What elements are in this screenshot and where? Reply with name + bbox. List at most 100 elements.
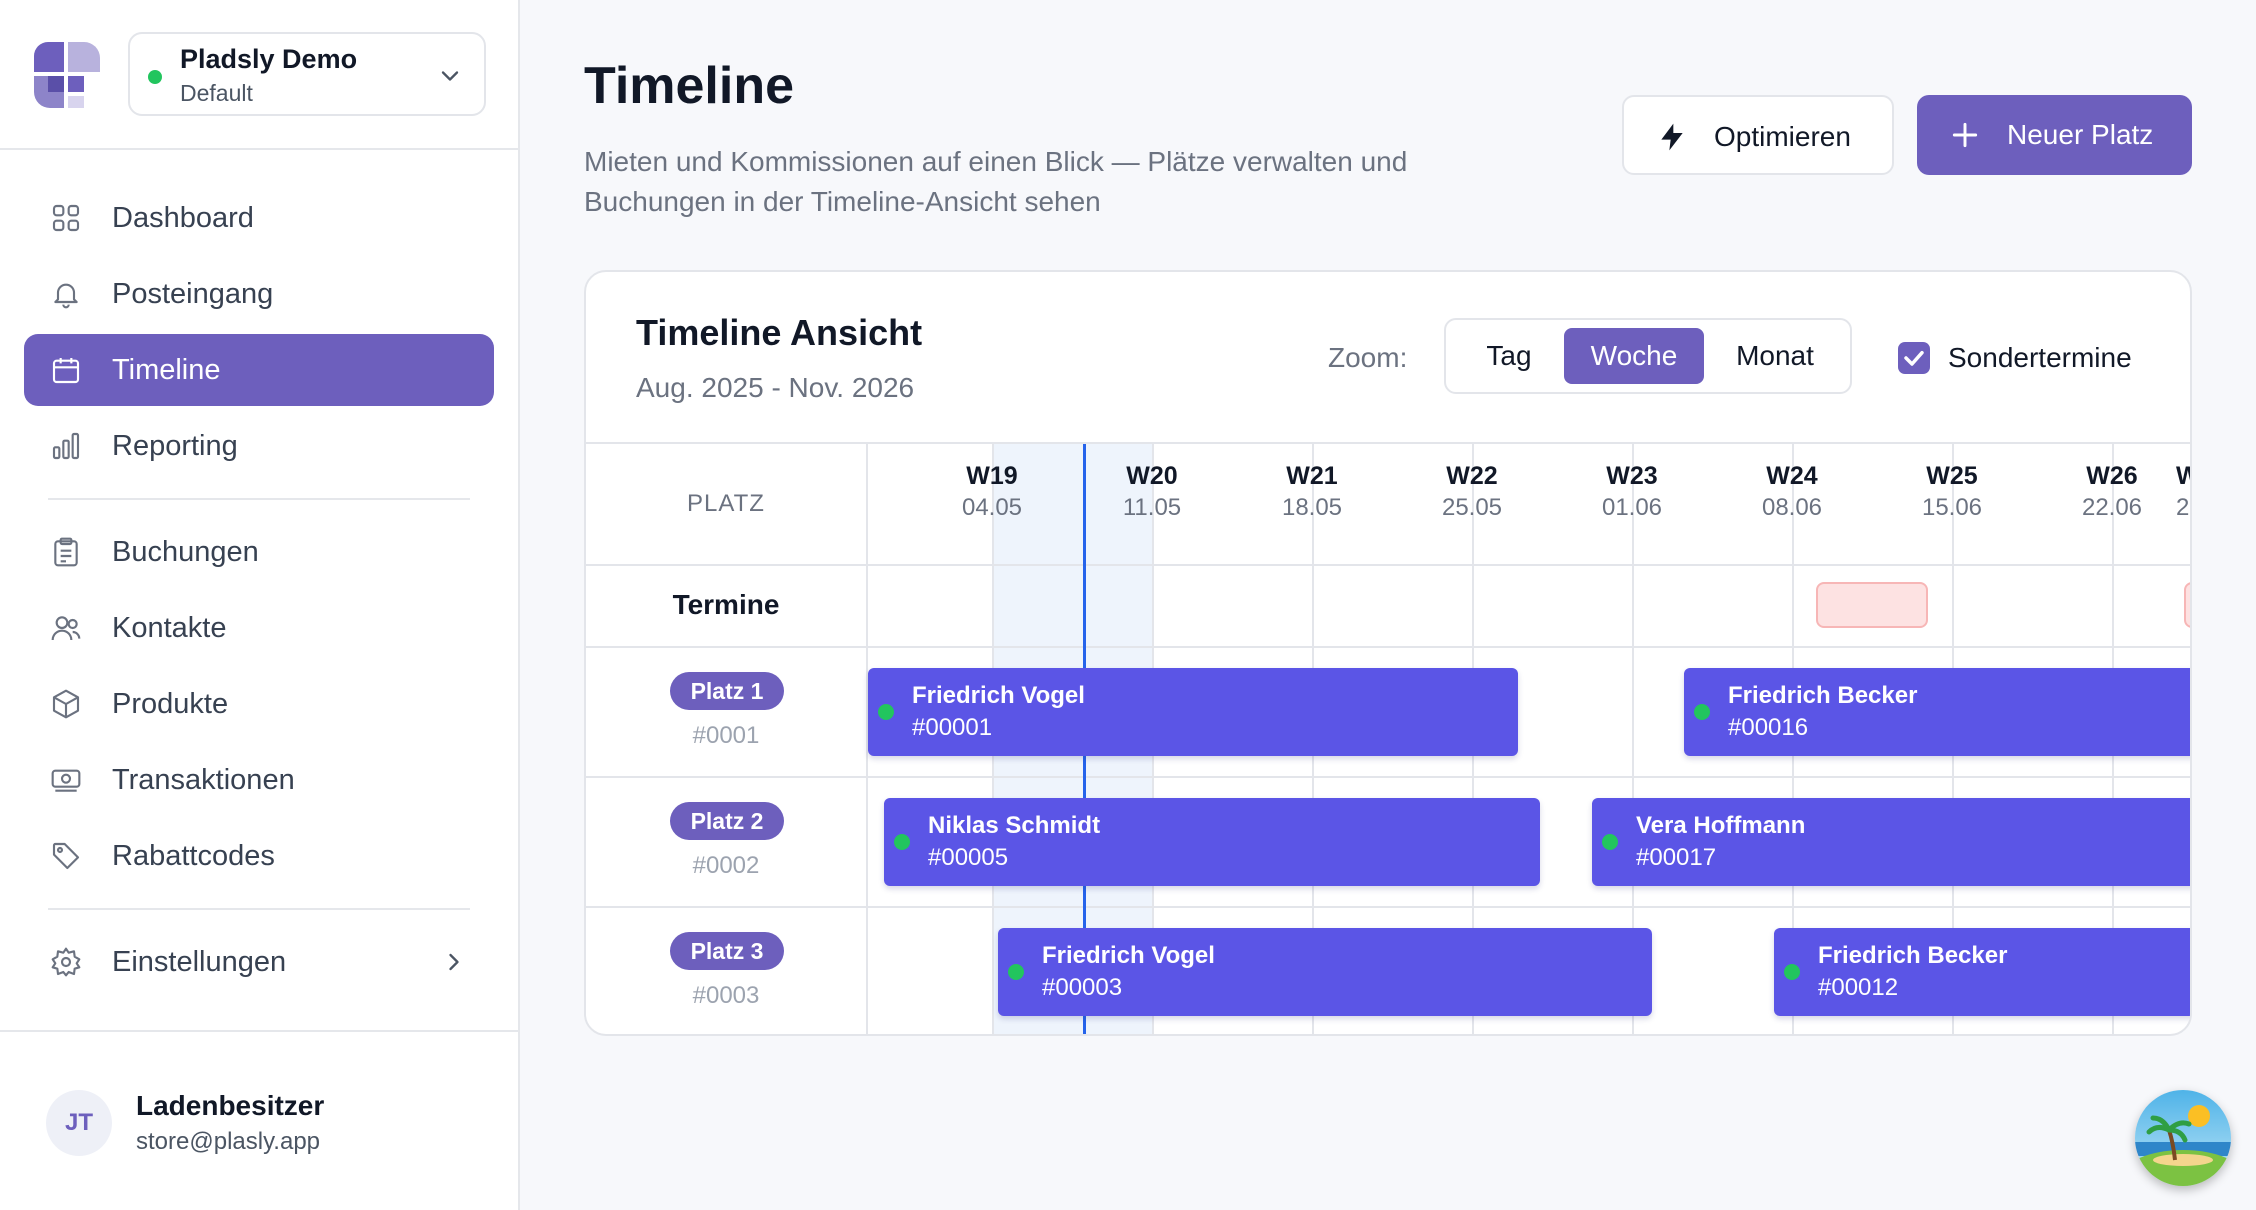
week-date: 22.06 <box>2081 494 2143 521</box>
grid-line <box>586 906 2190 908</box>
sidebar-item-reporting[interactable]: Reporting <box>24 410 494 482</box>
sidebar-item-rabattcodes[interactable]: Rabattcodes <box>24 820 494 892</box>
platz-row-2[interactable]: Platz 2 #0002 <box>586 778 866 908</box>
week-date: 08.06 <box>1761 494 1823 521</box>
termin-marker[interactable] <box>1816 582 1928 628</box>
zoom-segmented-control: Tag Woche Monat <box>1444 318 1852 394</box>
week-header: W 29 <box>2176 444 2190 564</box>
user-email: store@plasly.app <box>136 1128 321 1155</box>
platz-id: #0002 <box>692 852 760 879</box>
optimize-button[interactable]: Optimieren <box>1622 95 1894 175</box>
sidebar-item-label: Timeline <box>112 354 221 386</box>
gear-icon <box>51 947 81 977</box>
platz-column-header: PLATZ <box>687 490 765 517</box>
booking-id: #00001 <box>912 714 993 741</box>
week-date: 11.05 <box>1122 494 1182 521</box>
platz-badge: Platz 3 <box>670 932 784 970</box>
booking-name: Niklas Schmidt <box>928 812 1101 839</box>
workspace-row: Pladsly Demo Default <box>0 0 518 150</box>
booking-name: Friedrich Vogel <box>1042 942 1215 969</box>
banknote-icon <box>51 769 81 792</box>
termine-row-label: Termine <box>672 589 780 620</box>
booking-bar[interactable]: Friedrich Vogel #00001 <box>868 668 1518 756</box>
sidebar-item-timeline[interactable]: Timeline <box>24 334 494 406</box>
booking-bar[interactable]: Friedrich Becker #00012 <box>1774 928 2190 1016</box>
zoom-option-woche[interactable]: Woche <box>1564 328 1704 384</box>
status-dot <box>148 70 162 84</box>
sidebar-item-label: Einstellungen <box>112 946 287 978</box>
page-title: Timeline <box>584 57 795 115</box>
status-dot <box>1784 964 1800 980</box>
chevron-right-icon <box>449 953 459 971</box>
timeline-grid: PLATZ W19 04.05 W20 11.05 W21 18.05 W22 25.0… <box>586 442 2190 1034</box>
grid-line <box>866 444 868 1034</box>
week-header: W19 04.05 <box>912 444 1072 564</box>
zoom-option-tag[interactable]: Tag <box>1486 340 1532 371</box>
status-dot <box>1694 704 1710 720</box>
sidebar-item-kontakte[interactable]: Kontakte <box>24 592 494 664</box>
timeline-card: Timeline Ansicht Aug. 2025 - Nov. 2026 Z… <box>584 270 2192 1036</box>
sidebar-item-einstellungen[interactable]: Einstellungen <box>24 926 494 998</box>
booking-name: Friedrich Becker <box>1818 942 2008 969</box>
sidebar-item-label: Rabattcodes <box>112 840 275 872</box>
week-header: W20 11.05 <box>1072 444 1232 564</box>
sidebar-item-dashboard[interactable]: Dashboard <box>24 182 494 254</box>
week-date: 04.05 <box>961 494 1023 521</box>
special-dates-checkbox[interactable] <box>1898 342 1930 374</box>
beach-avatar-button[interactable] <box>2135 1090 2231 1186</box>
sidebar-item-label: Kontakte <box>112 612 227 644</box>
plus-icon <box>1952 122 1978 148</box>
booking-id: #00012 <box>1818 974 1899 1001</box>
nav-divider <box>48 908 470 910</box>
week-number: W21 <box>1286 462 1338 490</box>
platz-row-3[interactable]: Platz 3 #0003 <box>586 908 866 1034</box>
week-date: 15.06 <box>1921 494 1983 521</box>
check-icon <box>1904 350 1924 366</box>
week-header: W22 25.05 <box>1392 444 1552 564</box>
bar-chart-icon <box>52 432 80 460</box>
platz-badge: Platz 1 <box>670 672 784 710</box>
booking-name: Friedrich Vogel <box>912 682 1085 709</box>
platz-badge: Platz 2 <box>670 802 784 840</box>
week-number: W24 <box>1766 462 1818 490</box>
sidebar-item-transaktionen[interactable]: Transaktionen <box>24 744 494 816</box>
page-subtitle: Mieten und Kommissionen auf einen Blick … <box>584 146 1408 217</box>
user-profile[interactable]: JT Ladenbesitzer store@plasly.app <box>0 1030 518 1210</box>
week-date: 25.05 <box>1441 494 1503 521</box>
nav-divider <box>48 498 470 500</box>
sidebar-item-produkte[interactable]: Produkte <box>24 668 494 740</box>
chevron-down-icon <box>441 71 459 81</box>
new-place-label: Neuer Platz <box>2007 119 2154 150</box>
booking-bar[interactable]: Niklas Schmidt #00005 <box>884 798 1540 886</box>
grid-line <box>586 564 2190 566</box>
date-range: Aug. 2025 - Nov. 2026 <box>636 372 915 403</box>
sidebar-item-buchungen[interactable]: Buchungen <box>24 516 494 588</box>
booking-bar[interactable]: Friedrich Vogel #00003 <box>998 928 1652 1016</box>
booking-bar[interactable]: Vera Hoffmann #00017 <box>1592 798 2190 886</box>
new-place-button[interactable]: Neuer Platz <box>1917 95 2192 175</box>
platz-id: #0003 <box>692 982 760 1009</box>
workspace-switcher[interactable]: Pladsly Demo Default <box>128 32 486 116</box>
zoom-option-monat[interactable]: Monat <box>1736 340 1814 371</box>
status-dot <box>894 834 910 850</box>
week-date: 18.05 <box>1281 494 1343 521</box>
user-name: Ladenbesitzer <box>136 1090 325 1121</box>
sidebar-item-label: Produkte <box>112 688 229 720</box>
grid-line <box>1632 444 1634 1034</box>
booking-id: #00005 <box>928 844 1009 871</box>
box-icon <box>52 689 80 719</box>
week-number: W22 <box>1446 462 1498 490</box>
week-header: W21 18.05 <box>1232 444 1392 564</box>
sidebar-item-posteingang[interactable]: Posteingang <box>24 258 494 330</box>
card-title: Timeline Ansicht <box>636 312 923 353</box>
week-number: W <box>2176 462 2190 491</box>
week-number: W19 <box>966 462 1018 490</box>
special-dates-label: Sondertermine <box>1948 342 2132 373</box>
status-dot <box>1008 964 1024 980</box>
calendar-icon <box>52 358 80 384</box>
booking-bar[interactable]: Friedrich Becker #00016 <box>1684 668 2190 756</box>
platz-row-1[interactable]: Platz 1 #0001 <box>586 648 866 778</box>
termin-marker[interactable] <box>2184 582 2190 628</box>
sidebar-item-label: Dashboard <box>112 202 254 234</box>
status-dot <box>1602 834 1618 850</box>
